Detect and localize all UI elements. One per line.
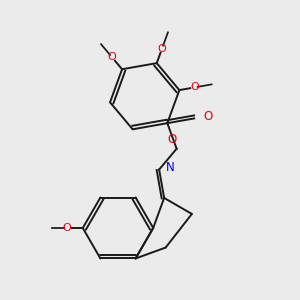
- Text: N: N: [166, 161, 175, 174]
- Text: O: O: [167, 133, 176, 146]
- Text: O: O: [158, 44, 166, 54]
- Text: O: O: [108, 52, 116, 62]
- Text: O: O: [203, 110, 212, 123]
- Text: O: O: [63, 223, 71, 233]
- Text: O: O: [190, 82, 199, 92]
